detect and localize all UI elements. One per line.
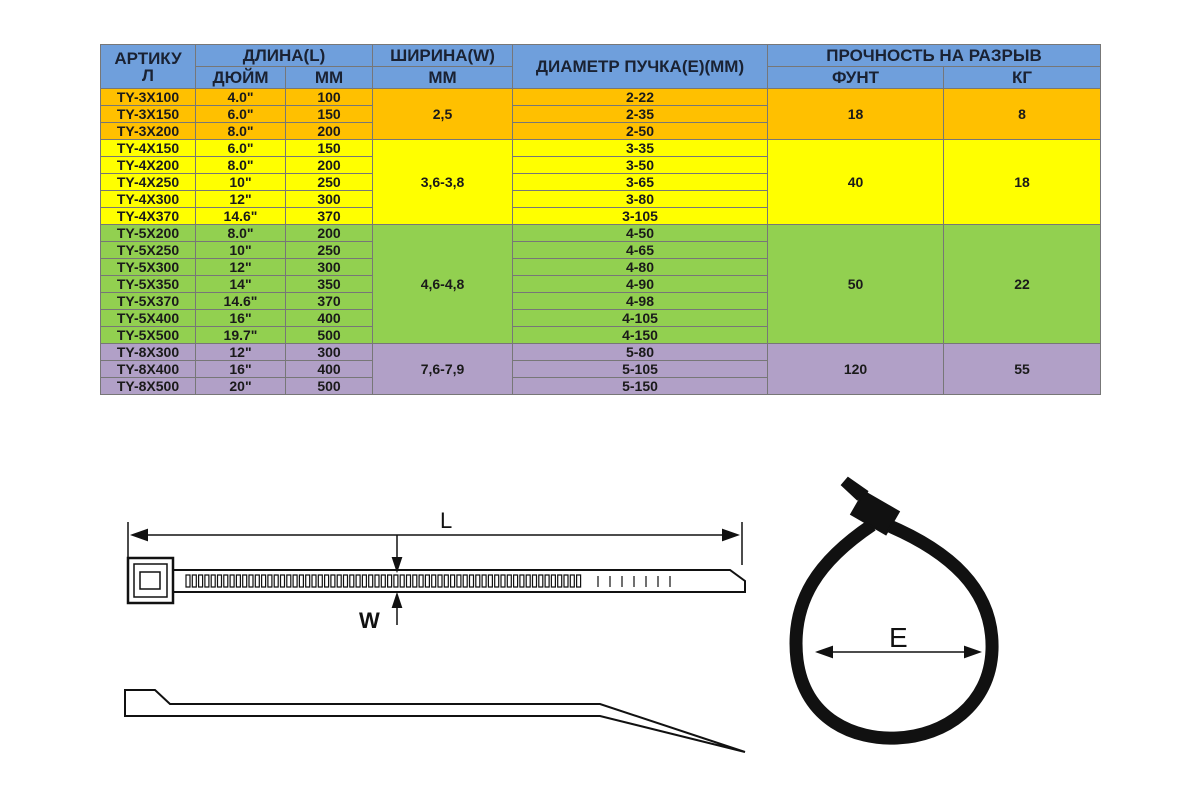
article-cell: TY-5X350 [100, 275, 196, 293]
kg-cell: 18 [943, 139, 1101, 225]
width-label: W [359, 608, 380, 633]
mm-cell: 500 [285, 377, 373, 395]
article-cell: TY-4X150 [100, 139, 196, 157]
table-row: TY-8X300 12" 300 7,6-7,9 5-80 120 55 [100, 343, 1101, 395]
article-cell: TY-3X100 [100, 88, 196, 106]
inch-cell: 14" [195, 275, 286, 293]
mm-cell: 300 [285, 343, 373, 361]
header-text: Л [142, 65, 154, 85]
inch-cell: 12" [195, 258, 286, 276]
header-article: АРТИКУ Л [100, 44, 196, 89]
lb-cell: 40 [767, 139, 944, 225]
kg-cell: 8 [943, 88, 1101, 140]
table-row: TY-4X300 12" 300 3-80 [100, 190, 1101, 208]
mm-cell: 300 [285, 258, 373, 276]
table-row: TY-5X370 14.6" 370 4-98 [100, 292, 1101, 310]
article-cell: TY-4X370 [100, 207, 196, 225]
inch-cell: 6.0" [195, 105, 286, 123]
loop-tie: E [789, 476, 999, 745]
diameter-cell: 3-105 [512, 207, 768, 225]
table-row: TY-5X350 14" 350 4-90 [100, 275, 1101, 293]
diameter-cell: 4-105 [512, 309, 768, 327]
inch-cell: 12" [195, 343, 286, 361]
diameter-cell: 3-35 [512, 139, 768, 157]
mm-cell: 400 [285, 360, 373, 378]
width-cell: 4,6-4,8 [372, 224, 513, 344]
diameter-cell: 2-50 [512, 122, 768, 140]
width-cell: 2,5 [372, 88, 513, 140]
table-row: TY-4X150 6.0" 150 3,6-3,8 3-35 40 18 [100, 139, 1101, 225]
table-row: TY-3X200 8.0" 200 2-50 [100, 122, 1101, 140]
side-tie [124, 689, 746, 753]
article-cell: TY-5X370 [100, 292, 196, 310]
width-cell: 3,6-3,8 [372, 139, 513, 225]
mm-cell: 500 [285, 326, 373, 344]
width-cell: 7,6-7,9 [372, 343, 513, 395]
table-row: TY-4X370 14.6" 370 3-105 [100, 207, 1101, 225]
article-cell: TY-5X200 [100, 224, 196, 242]
kg-cell: 22 [943, 224, 1101, 344]
article-cell: TY-4X250 [100, 173, 196, 191]
table-row: TY-4X200 8.0" 200 3-50 [100, 156, 1101, 174]
header-inch: ДЮЙМ [195, 66, 286, 89]
lb-cell: 18 [767, 88, 944, 140]
inch-cell: 14.6" [195, 207, 286, 225]
diameter-cell: 2-22 [512, 88, 768, 106]
mm-cell: 250 [285, 173, 373, 191]
table-row: TY-3X100 4.0" 100 2,5 2-22 18 8 [100, 88, 1101, 140]
mm-cell: 200 [285, 224, 373, 242]
article-cell: TY-5X400 [100, 309, 196, 327]
table-row: TY-5X200 8.0" 200 4,6-4,8 4-50 50 22 [100, 224, 1101, 344]
header-text: АРТИКУ [114, 48, 182, 68]
header-diameter: ДИАМЕТР ПУЧКА(E)(ММ) [512, 44, 768, 89]
diameter-cell: 2-35 [512, 105, 768, 123]
lb-cell: 120 [767, 343, 944, 395]
diameter-cell: 4-90 [512, 275, 768, 293]
header-mm: ММ [285, 66, 373, 89]
inch-cell: 6.0" [195, 139, 286, 157]
diameter-cell: 3-50 [512, 156, 768, 174]
diameter-cell: 5-150 [512, 377, 768, 395]
inch-cell: 8.0" [195, 224, 286, 242]
article-cell: TY-5X500 [100, 326, 196, 344]
table-row: TY-8X500 20" 500 5-150 [100, 377, 1101, 395]
table-row: TY-5X500 19.7" 500 4-150 [100, 326, 1101, 344]
inch-cell: 10" [195, 173, 286, 191]
spec-table: АРТИКУ Л ДЛИНА(L) ШИРИНА(W) ДИАМЕТР ПУЧКА… [100, 44, 1101, 395]
table-row: TY-3X150 6.0" 150 2-35 [100, 105, 1101, 123]
article-cell: TY-4X200 [100, 156, 196, 174]
straight-tie: L W [126, 508, 746, 633]
diameter-label: E [889, 622, 908, 653]
mm-cell: 370 [285, 292, 373, 310]
header-lb: ФУНТ [767, 66, 944, 89]
article-cell: TY-8X500 [100, 377, 196, 395]
diameter-cell: 4-65 [512, 241, 768, 259]
mm-cell: 200 [285, 122, 373, 140]
mm-cell: 200 [285, 156, 373, 174]
inch-cell: 8.0" [195, 156, 286, 174]
header-length: ДЛИНА(L) [195, 44, 373, 67]
mm-cell: 150 [285, 105, 373, 123]
kg-cell: 55 [943, 343, 1101, 395]
header-width-unit: ММ [372, 66, 513, 89]
lb-cell: 50 [767, 224, 944, 344]
mm-cell: 370 [285, 207, 373, 225]
length-label: L [440, 508, 452, 533]
diameter-cell: 3-80 [512, 190, 768, 208]
table-body: TY-3X100 4.0" 100 2,5 2-22 18 8 TY-3X150 6.0" 150… [100, 88, 1101, 395]
article-cell: TY-8X300 [100, 343, 196, 361]
header-kg: КГ [943, 66, 1101, 89]
inch-cell: 10" [195, 241, 286, 259]
inch-cell: 20" [195, 377, 286, 395]
article-cell: TY-4X300 [100, 190, 196, 208]
